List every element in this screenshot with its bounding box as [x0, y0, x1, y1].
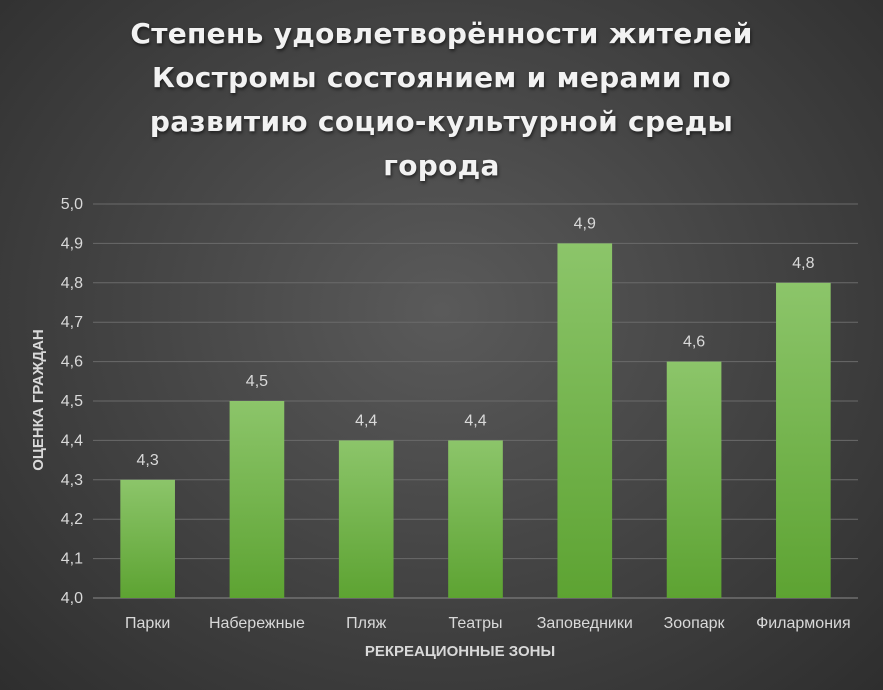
category-label: Театры: [448, 615, 502, 632]
y-axis-title: ОЦЕНКА ГРАЖДАН: [30, 329, 47, 471]
y-tick-label: 4,1: [61, 551, 83, 568]
y-tick-label: 4,5: [61, 393, 83, 410]
data-label: 4,3: [137, 452, 159, 469]
data-label: 4,6: [683, 334, 705, 351]
y-tick-label: 4,8: [61, 275, 83, 292]
bar: [338, 440, 394, 598]
y-tick-label: 4,0: [61, 590, 83, 607]
chart-title: Степень удовлетворённости жителей Костро…: [0, 12, 883, 188]
bar: [557, 243, 613, 598]
data-label: 4,4: [355, 412, 377, 429]
x-axis-title: РЕКРЕАЦИОННЫЕ ЗОНЫ: [365, 643, 555, 660]
data-label: 4,4: [464, 412, 486, 429]
y-axis-ticks: 4,0 4,1 4,2 4,3 4,4 4,5 4,6 4,7 4,8 4,9 5,0: [61, 196, 83, 607]
category-label: Пляж: [346, 615, 387, 632]
data-label: 4,8: [792, 255, 814, 272]
bar: [448, 440, 503, 598]
bar: [776, 282, 831, 598]
chart-title-line: Степень удовлетворённости жителей: [130, 17, 753, 50]
data-labels: 4,3 4,5 4,4 4,4 4,9 4,6 4,8: [137, 215, 815, 468]
bar: [666, 361, 722, 598]
data-label: 4,5: [246, 373, 268, 390]
y-tick-label: 4,2: [61, 511, 83, 528]
x-axis-categories: Парки Набережные Пляж Театры Заповедники Зооп…: [125, 615, 851, 632]
category-label: Набережные: [209, 615, 305, 632]
chart-title-line: Костромы состоянием и мерами по: [152, 61, 731, 94]
y-tick-label: 4,3: [61, 472, 83, 489]
y-tick-label: 4,6: [61, 354, 83, 371]
y-tick-label: 5,0: [61, 196, 83, 213]
category-label: Заповедники: [537, 615, 633, 632]
y-tick-label: 4,4: [61, 432, 83, 449]
bars: [120, 243, 831, 598]
category-label: Филармония: [756, 615, 851, 632]
y-tick-label: 4,9: [61, 235, 83, 252]
bar: [229, 401, 285, 598]
bar: [120, 479, 175, 598]
y-tick-label: 4,7: [61, 314, 83, 331]
data-label: 4,9: [574, 215, 596, 232]
chart-title-line: развитию социо-культурной среды: [149, 105, 734, 138]
chart-title-line: города: [383, 149, 500, 182]
category-label: Парки: [125, 615, 170, 632]
category-label: Зоопарк: [664, 615, 726, 632]
